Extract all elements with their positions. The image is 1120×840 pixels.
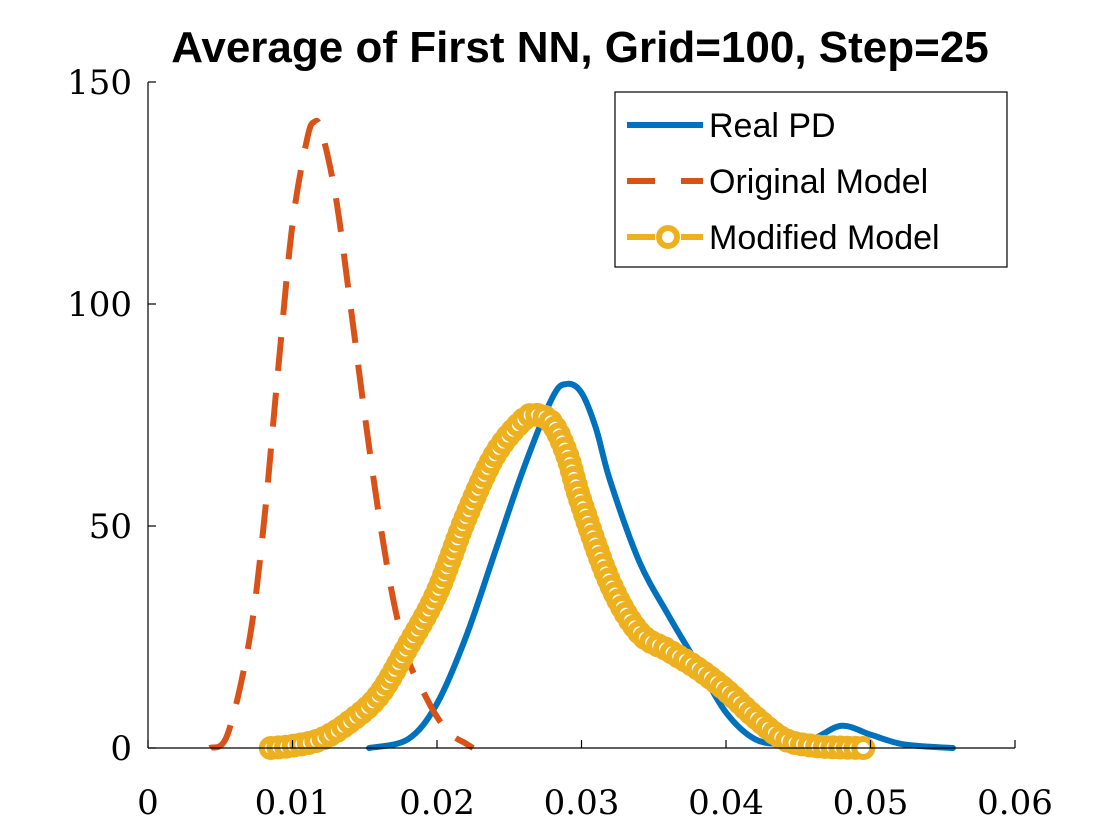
legend-entry-modified-model: Modified Model bbox=[627, 219, 940, 257]
y-tick-label: 50 bbox=[89, 507, 132, 547]
legend: Real PD Original Model Modified Model bbox=[614, 91, 1008, 268]
legend-label: Real PD bbox=[709, 107, 836, 145]
y-tick-label: 100 bbox=[67, 285, 132, 325]
legend-entry-original-model: Original Model bbox=[627, 163, 928, 201]
legend-label: Original Model bbox=[709, 163, 928, 201]
series-real-pd bbox=[366, 380, 956, 751]
series-modified-model bbox=[258, 402, 876, 760]
legend-marker bbox=[656, 225, 680, 249]
legend-box bbox=[614, 91, 1008, 268]
y-tick-label: 150 bbox=[67, 63, 132, 103]
chart-title: Average of First NN, Grid=100, Step=25 bbox=[171, 23, 989, 72]
plot-area bbox=[208, 117, 956, 760]
legend-entry-real-pd: Real PD bbox=[627, 107, 836, 145]
x-tick-label: 0.04 bbox=[688, 783, 764, 823]
legend-label: Modified Model bbox=[709, 219, 940, 257]
x-tick-label: 0.02 bbox=[399, 783, 475, 823]
y-tick-label: 0 bbox=[110, 729, 132, 769]
series-original-model bbox=[208, 117, 475, 751]
x-tick-label: 0.01 bbox=[255, 783, 331, 823]
x-tick-label: 0.03 bbox=[544, 783, 620, 823]
series-line-real-pd bbox=[366, 380, 956, 751]
x-tick-label: 0 bbox=[137, 783, 159, 823]
x-tick-label: 0.06 bbox=[977, 783, 1053, 823]
series-line-original-model bbox=[208, 117, 475, 751]
x-tick-label: 0.05 bbox=[833, 783, 909, 823]
axes: 0 0.01 0.02 0.03 0.04 0.05 0.06 0 50 100 150 bbox=[67, 63, 1053, 823]
